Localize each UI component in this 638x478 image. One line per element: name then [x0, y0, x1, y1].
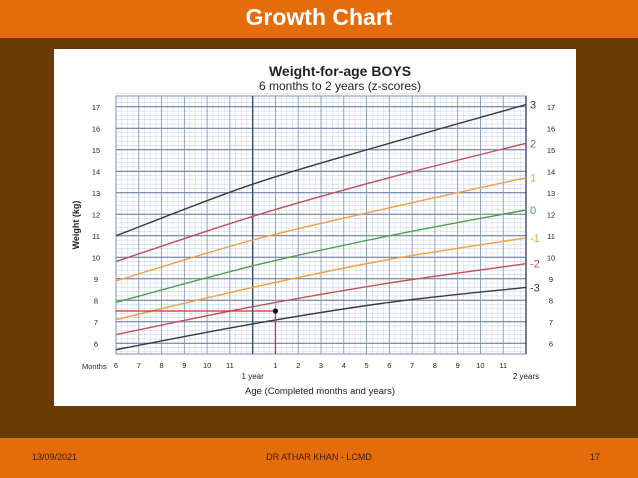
x-tick-label: 6: [114, 361, 118, 370]
y-tick-label: 11: [92, 232, 100, 241]
x-tick-label: 2: [296, 361, 300, 370]
y-tick-label: 6: [94, 339, 98, 348]
x-tick-label: 3: [319, 361, 323, 370]
footer-author: DR ATHAR KHAN - LCMD: [266, 452, 372, 462]
footer-date: 13/09/2021: [32, 452, 78, 462]
y-tick-label-right: 17: [547, 103, 555, 112]
chart-subtitle: 6 months to 2 years (z-scores): [259, 79, 421, 93]
year-label: 2 years: [513, 372, 539, 381]
x-tick-label: 10: [203, 361, 211, 370]
y-tick-label: 12: [92, 210, 100, 219]
z-score-label: -3: [530, 282, 540, 294]
x-tick-label: 9: [182, 361, 186, 370]
year-label: 1 year: [242, 372, 265, 381]
y-tick-label-right: 15: [547, 146, 555, 155]
chart-panel: 6 6 7 7 8 8 9 9 10 10 11 11 12 12 13 13 14 14 15 15 16 16 17 17…: [54, 49, 576, 406]
x-tick-label: 4: [342, 361, 346, 370]
z-curve--2: [115, 263, 527, 336]
x-tick-label: 9: [456, 361, 460, 370]
z-score-label: 2: [530, 138, 536, 150]
y-tick-label-right: 13: [547, 189, 555, 198]
y-tick-label: 9: [94, 275, 98, 284]
y-tick-label: 10: [92, 253, 100, 262]
y-tick-label: 16: [92, 124, 100, 133]
y-tick-label: 13: [92, 189, 100, 198]
x-tick-label: 10: [476, 361, 484, 370]
y-tick-label-right: 7: [549, 318, 553, 327]
y-tick-label-right: 9: [549, 275, 553, 284]
x-tick-label: 7: [137, 361, 141, 370]
y-tick-label: 8: [94, 296, 98, 305]
y-tick-label-right: 16: [547, 124, 555, 133]
z-score-label: 1: [530, 173, 536, 185]
x-tick-label: 8: [159, 361, 163, 370]
z-curve-0: [115, 209, 527, 304]
x-tick-label: 6: [387, 361, 391, 370]
y-tick-label: 7: [94, 318, 98, 327]
curve-layer: 3 2 1 0 -1 -2 -3: [115, 100, 540, 351]
marker-layer: [116, 308, 279, 354]
y-tick-label-right: 8: [549, 296, 553, 305]
footer-page-number: 17: [590, 452, 601, 462]
footer-bar: [0, 438, 638, 478]
x-tick-label: 11: [226, 361, 234, 370]
y-tick-label-right: 10: [547, 253, 555, 262]
y-tick-label: 17: [92, 103, 100, 112]
chart-title: Weight-for-age BOYS: [269, 63, 411, 79]
z-score-label: 0: [530, 205, 536, 217]
x-tick-label: 1: [273, 361, 277, 370]
y-tick-label-right: 14: [547, 167, 555, 176]
z-curve-1: [115, 177, 527, 282]
z-curve--1: [115, 237, 527, 321]
y-tick-label-right: 6: [549, 339, 553, 348]
x-tick-label: 5: [364, 361, 368, 370]
z-curve-3: [115, 103, 527, 237]
plotted-point: [272, 308, 279, 314]
x-unit-label: Months: [82, 362, 107, 371]
z-curve-2: [115, 142, 527, 263]
title-bar: [0, 0, 638, 38]
text-layer: Weight-for-age BOYS 6 months to 2 years …: [71, 63, 421, 397]
z-score-label: -1: [530, 233, 540, 245]
x-axis-title: Age (Completed months and years): [245, 386, 395, 397]
z-score-label: -2: [530, 259, 540, 271]
y-tick-label-right: 12: [547, 210, 555, 219]
y-axis-title: Weight (kg): [71, 201, 81, 250]
y-tick-label-right: 11: [547, 232, 555, 241]
y-tick-label: 15: [92, 146, 100, 155]
x-tick-label: 11: [499, 361, 507, 370]
x-tick-label: 7: [410, 361, 414, 370]
y-tick-label: 14: [92, 167, 100, 176]
x-tick-label: 8: [433, 361, 437, 370]
z-score-label: 3: [530, 100, 536, 112]
slide-title: Growth Chart: [245, 4, 393, 30]
z-curve--3: [115, 286, 527, 351]
